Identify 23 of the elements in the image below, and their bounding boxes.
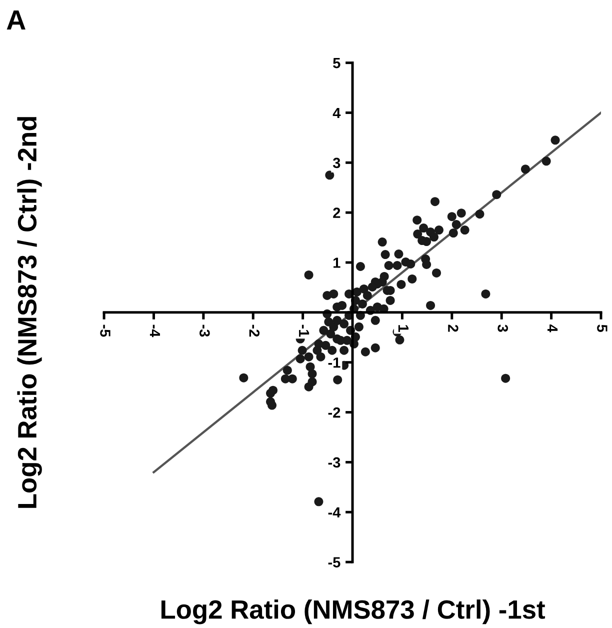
x-tick-label: -1 bbox=[299, 324, 310, 337]
x-tick-label: 3 bbox=[498, 324, 508, 332]
y-tick-label: 3 bbox=[332, 158, 340, 168]
x-tick-label: 1 bbox=[398, 325, 408, 332]
x-tick-label: 4 bbox=[548, 324, 558, 332]
y-tick-label: 4 bbox=[332, 108, 341, 118]
x-axis-title: Log2 Ratio (NMS873 / Ctrl) -1st bbox=[161, 600, 546, 624]
y-tick-label: 1 bbox=[334, 258, 340, 268]
y-tick-label: -5 bbox=[328, 557, 340, 568]
y-tick-label: -3 bbox=[328, 457, 340, 468]
x-tick-label: -5 bbox=[100, 324, 110, 337]
x-tick-label: -2 bbox=[249, 324, 260, 337]
y-axis-title: Log2 Ratio (NMS873 / Ctrl) -2nd bbox=[17, 116, 42, 508]
text: A bbox=[6, 10, 26, 30]
x-tick-label: -4 bbox=[150, 324, 160, 338]
x-tick-label: 5 bbox=[597, 324, 608, 332]
x-tick-label: -3 bbox=[199, 324, 210, 337]
y-tick-label: 5 bbox=[333, 58, 340, 68]
y-tick-label: -1 bbox=[328, 358, 340, 368]
y-tick-label: 2 bbox=[333, 208, 340, 218]
y-tick-label: -4 bbox=[328, 507, 341, 518]
y-tick-label: -2 bbox=[328, 407, 340, 418]
x-tick-label: 2 bbox=[448, 324, 458, 332]
